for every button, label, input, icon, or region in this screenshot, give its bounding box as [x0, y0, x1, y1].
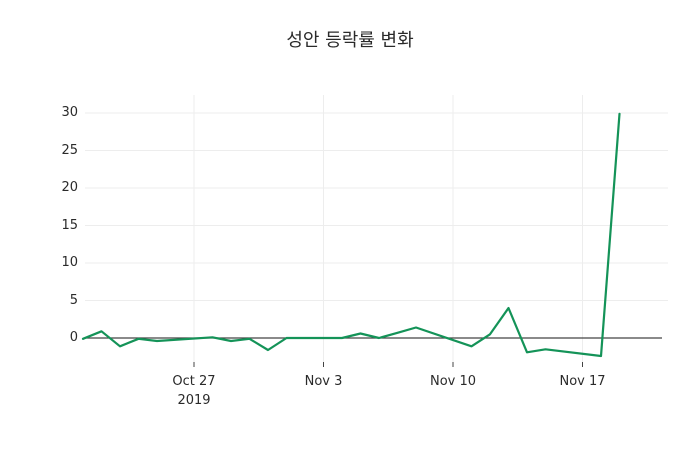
y-axis-tick-label: 30: [61, 105, 78, 120]
y-axis-tick-label: 10: [61, 255, 78, 270]
y-axis-tick-label: 20: [61, 180, 78, 195]
x-axis-tick-label: Nov 17: [559, 374, 606, 389]
y-axis-tick-label: 25: [61, 142, 78, 158]
chart-title: 성안 등락률 변화: [286, 30, 414, 51]
x-axis-tick-label: Nov 3: [304, 374, 343, 389]
y-axis-tick-label: 15: [61, 217, 78, 233]
y-axis-tick-label: 0: [69, 330, 78, 345]
x-axis-tick-label: Nov 10: [429, 374, 477, 389]
x-axis-tick-label: Oct 27 2019: [172, 374, 216, 408]
y-axis-tick-label: 5: [69, 292, 78, 308]
data-line: [81, 112, 621, 358]
